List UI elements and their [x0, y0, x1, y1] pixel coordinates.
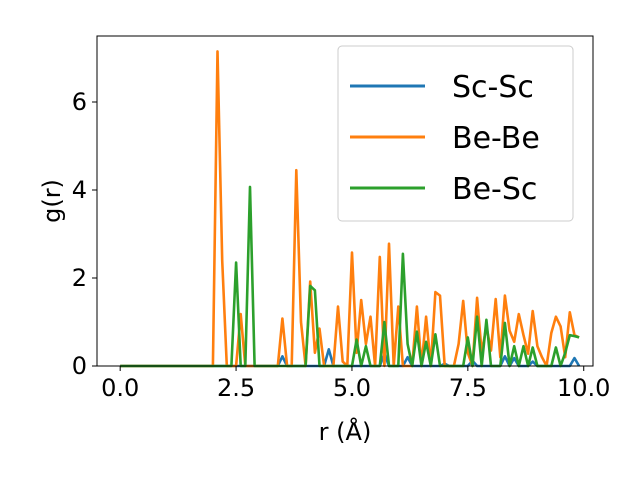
y-tick-label: 6: [72, 88, 87, 116]
y-tick-label: 2: [72, 264, 87, 292]
axes-frame: [96, 35, 594, 367]
x-tick-label: 10.0: [557, 374, 610, 402]
x-tick-label: 0.0: [101, 374, 139, 402]
y-tick-label: 4: [72, 176, 87, 204]
legend: Sc-Sc Be-Be Be-Sc: [337, 45, 574, 222]
y-axis-label: g(r): [38, 179, 66, 223]
legend-label-be-sc: Be-Sc: [452, 172, 537, 207]
y-tick-label: 0: [72, 352, 87, 380]
y-axis-ticks: 0 2 4 6: [72, 88, 97, 380]
x-tick-label: 5.0: [333, 374, 371, 402]
legend-box: [337, 45, 574, 222]
legend-label-sc-sc: Sc-Sc: [452, 70, 534, 105]
x-tick-label: 2.5: [217, 374, 255, 402]
series-line-be-sc: [120, 185, 580, 368]
x-axis-label: r (Å): [319, 417, 372, 446]
x-axis-ticks: 0.0 2.5 5.0 7.5 10.0: [101, 366, 610, 402]
legend-label-be-be: Be-Be: [452, 121, 540, 156]
x-tick-label: 7.5: [449, 374, 487, 402]
